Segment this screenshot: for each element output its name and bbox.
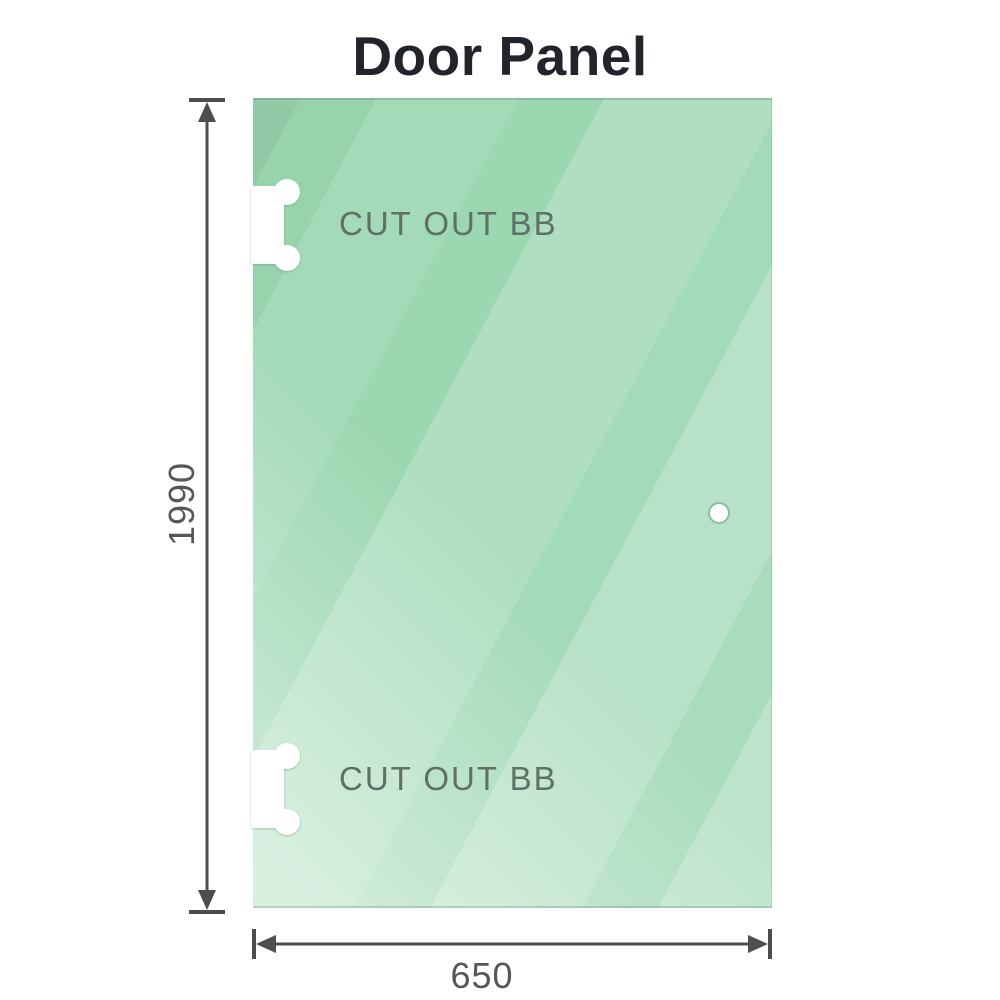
glass-panel: CUT OUT BB CUT OUT BB	[251, 98, 772, 908]
hinge-cutout-bottom-slot	[251, 750, 284, 828]
hinge-cutout-top-slot	[251, 186, 284, 264]
hinge-cutout-bottom-lobe-upper	[274, 743, 300, 769]
arrow-right-icon	[748, 935, 768, 953]
arrow-down-icon	[198, 890, 216, 910]
hinge-cutout-top-icon	[251, 179, 300, 271]
hinge-cutout-bottom-lobe-lower	[274, 809, 300, 835]
height-dimension-label: 1990	[161, 461, 202, 547]
hinge-cutout-top-lobe-lower	[274, 245, 300, 271]
cutout-label-top: CUT OUT BB	[339, 205, 558, 242]
page-title: Door Panel	[352, 25, 648, 87]
height-dimension-arrow	[189, 98, 225, 914]
arrow-up-icon	[198, 102, 216, 122]
hinge-cutout-top-lobe-upper	[274, 179, 300, 205]
hinge-cutout-bottom-icon	[251, 743, 300, 835]
width-dimension-label: 650	[450, 955, 514, 996]
cutout-label-bottom: CUT OUT BB	[339, 760, 558, 797]
handle-hole-icon	[708, 502, 730, 524]
width-dimension-arrow	[252, 929, 772, 959]
arrow-left-icon	[256, 935, 276, 953]
